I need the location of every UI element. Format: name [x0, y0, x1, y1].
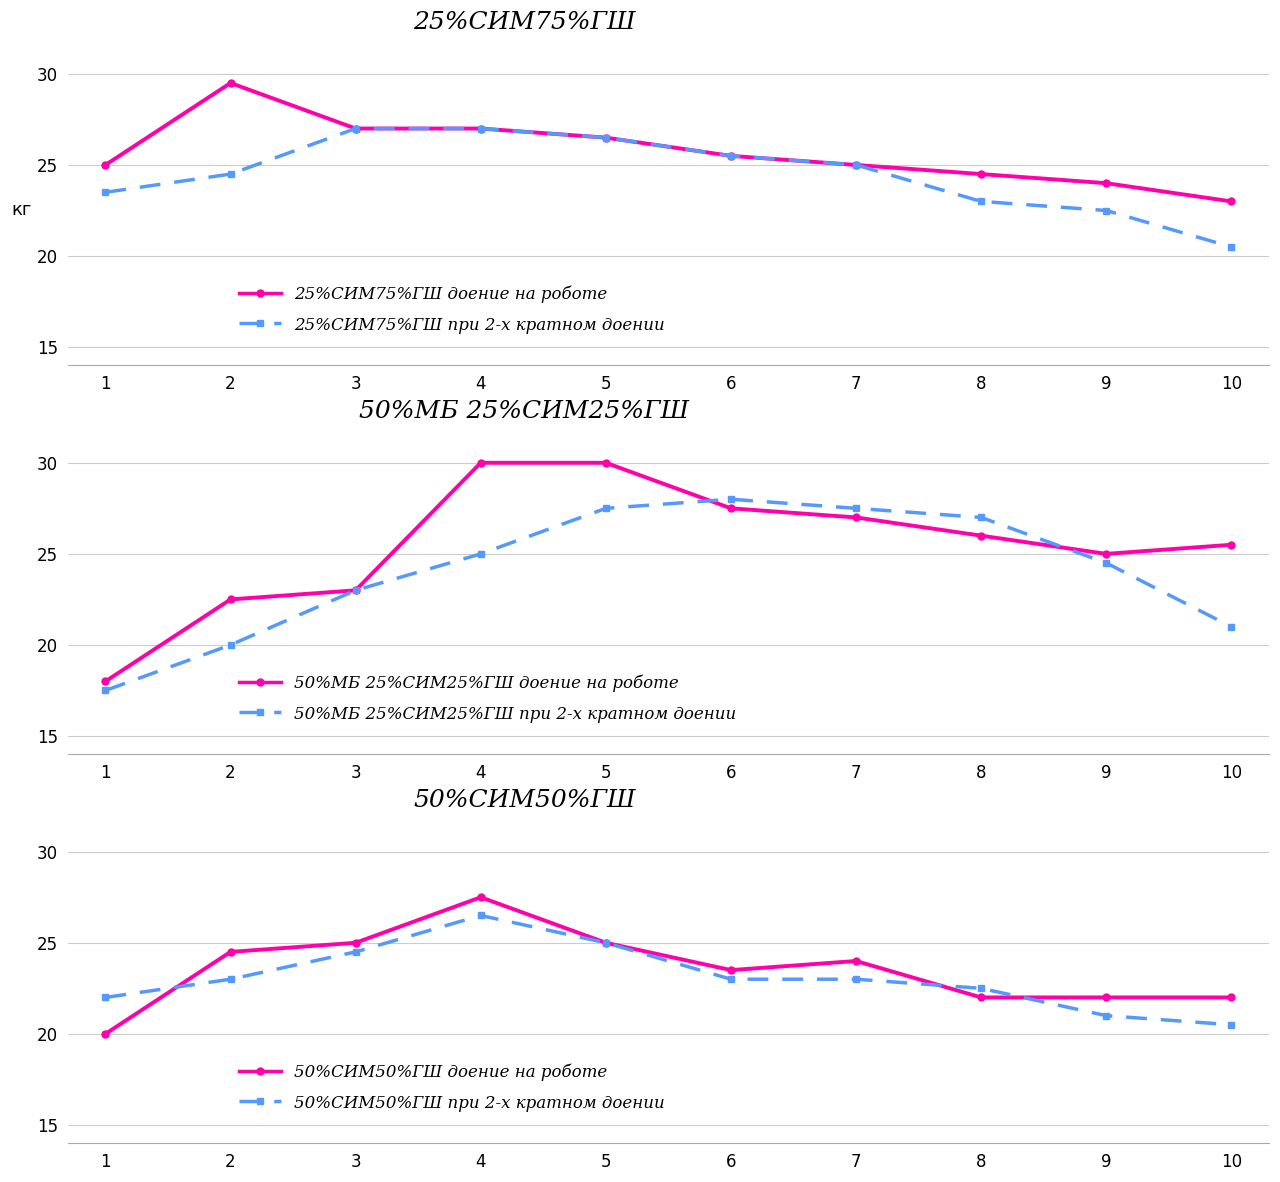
50%СИМ50%ГШ доение на роботе [974, 991, 989, 1005]
50%СИМ50%ГШ при 2-х кратном доении [598, 936, 613, 950]
50%МБ 25%СИМ25%ГШ доение на роботе [974, 528, 989, 543]
50%МБ 25%СИМ25%ГШ при 2-х кратном доении [723, 492, 739, 506]
50%СИМ50%ГШ при 2-х кратном доении [974, 981, 989, 995]
50%СИМ50%ГШ доение на роботе [849, 954, 864, 968]
50%МБ 25%СИМ25%ГШ при 2-х кратном доении [598, 501, 613, 515]
25%СИМ75%ГШ доение на роботе [1224, 194, 1239, 208]
25%СИМ75%ГШ при 2-х кратном доении [598, 130, 613, 144]
50%СИМ50%ГШ при 2-х кратном доении [474, 908, 489, 922]
50%МБ 25%СИМ25%ГШ доение на роботе [598, 456, 613, 470]
25%СИМ75%ГШ доение на роботе [723, 149, 739, 163]
25%СИМ75%ГШ при 2-х кратном доении [474, 122, 489, 136]
25%СИМ75%ГШ при 2-х кратном доении [849, 158, 864, 173]
50%СИМ50%ГШ доение на роботе [1098, 991, 1114, 1005]
25%СИМ75%ГШ при 2-х кратном доении [1224, 240, 1239, 254]
50%СИМ50%ГШ доение на роботе [723, 963, 739, 978]
50%МБ 25%СИМ25%ГШ доение на роботе [97, 674, 113, 688]
50%СИМ50%ГШ доение на роботе [97, 1027, 113, 1041]
25%СИМ75%ГШ при 2-х кратном доении [1098, 203, 1114, 217]
25%СИМ75%ГШ доение на роботе [97, 158, 113, 173]
50%СИМ50%ГШ доение на роботе [223, 944, 238, 959]
Legend: 25%СИМ75%ГШ доение на роботе, 25%СИМ75%ГШ при 2-х кратном доении: 25%СИМ75%ГШ доение на роботе, 25%СИМ75%Г… [233, 279, 672, 340]
Legend: 50%СИМ50%ГШ доение на роботе, 50%СИМ50%ГШ при 2-х кратном доении: 50%СИМ50%ГШ доение на роботе, 50%СИМ50%Г… [233, 1057, 672, 1118]
50%СИМ50%ГШ доение на роботе [1224, 991, 1239, 1005]
50%СИМ50%ГШ доение на роботе [348, 936, 364, 950]
50%МБ 25%СИМ25%ГШ доение на роботе [849, 511, 864, 525]
25%СИМ75%ГШ доение на роботе [1098, 176, 1114, 190]
50%СИМ50%ГШ при 2-х кратном доении [97, 991, 113, 1005]
50%СИМ50%ГШ при 2-х кратном доении [1224, 1018, 1239, 1032]
25%СИМ75%ГШ при 2-х кратном доении [97, 186, 113, 200]
25%СИМ75%ГШ доение на роботе [974, 167, 989, 181]
Line: 50%СИМ50%ГШ при 2-х кратном доении: 50%СИМ50%ГШ при 2-х кратном доении [102, 913, 1235, 1028]
25%СИМ75%ГШ доение на роботе [598, 130, 613, 144]
50%МБ 25%СИМ25%ГШ при 2-х кратном доении [974, 511, 989, 525]
Y-axis label: кг: кг [12, 201, 32, 220]
Title: 50%СИМ50%ГШ: 50%СИМ50%ГШ [413, 788, 635, 812]
25%СИМ75%ГШ доение на роботе [348, 122, 364, 136]
50%МБ 25%СИМ25%ГШ доение на роботе [348, 583, 364, 597]
Line: 50%МБ 25%СИМ25%ГШ при 2-х кратном доении: 50%МБ 25%СИМ25%ГШ при 2-х кратном доении [102, 495, 1235, 694]
50%МБ 25%СИМ25%ГШ при 2-х кратном доении [474, 547, 489, 561]
50%МБ 25%СИМ25%ГШ доение на роботе [1098, 547, 1114, 561]
50%МБ 25%СИМ25%ГШ при 2-х кратном доении [1098, 556, 1114, 570]
25%СИМ75%ГШ доение на роботе [849, 158, 864, 173]
50%МБ 25%СИМ25%ГШ при 2-х кратном доении [97, 683, 113, 697]
Title: 50%МБ 25%СИМ25%ГШ: 50%МБ 25%СИМ25%ГШ [360, 400, 689, 423]
Line: 25%СИМ75%ГШ доение на роботе: 25%СИМ75%ГШ доение на роботе [102, 79, 1235, 204]
25%СИМ75%ГШ доение на роботе [474, 122, 489, 136]
50%СИМ50%ГШ при 2-х кратном доении [348, 944, 364, 959]
50%МБ 25%СИМ25%ГШ при 2-х кратном доении [223, 638, 238, 652]
50%МБ 25%СИМ25%ГШ при 2-х кратном доении [849, 501, 864, 515]
50%СИМ50%ГШ при 2-х кратном доении [1098, 1008, 1114, 1022]
50%СИМ50%ГШ доение на роботе [474, 890, 489, 904]
50%СИМ50%ГШ при 2-х кратном доении [849, 972, 864, 986]
Line: 25%СИМ75%ГШ при 2-х кратном доении: 25%СИМ75%ГШ при 2-х кратном доении [102, 125, 1235, 251]
25%СИМ75%ГШ при 2-х кратном доении [723, 149, 739, 163]
50%МБ 25%СИМ25%ГШ при 2-х кратном доении [1224, 619, 1239, 634]
Legend: 50%МБ 25%СИМ25%ГШ доение на роботе, 50%МБ 25%СИМ25%ГШ при 2-х кратном доении: 50%МБ 25%СИМ25%ГШ доение на роботе, 50%М… [233, 668, 742, 729]
50%СИМ50%ГШ при 2-х кратном доении [723, 972, 739, 986]
50%СИМ50%ГШ при 2-х кратном доении [223, 972, 238, 986]
50%СИМ50%ГШ доение на роботе [598, 936, 613, 950]
50%МБ 25%СИМ25%ГШ при 2-х кратном доении [348, 583, 364, 597]
50%МБ 25%СИМ25%ГШ доение на роботе [474, 456, 489, 470]
25%СИМ75%ГШ доение на роботе [223, 76, 238, 90]
Line: 50%МБ 25%СИМ25%ГШ доение на роботе: 50%МБ 25%СИМ25%ГШ доение на роботе [102, 460, 1235, 684]
50%МБ 25%СИМ25%ГШ доение на роботе [723, 501, 739, 515]
50%МБ 25%СИМ25%ГШ доение на роботе [223, 592, 238, 606]
25%СИМ75%ГШ при 2-х кратном доении [974, 194, 989, 208]
50%МБ 25%СИМ25%ГШ доение на роботе [1224, 538, 1239, 552]
Line: 50%СИМ50%ГШ доение на роботе: 50%СИМ50%ГШ доение на роботе [102, 894, 1235, 1038]
Title: 25%СИМ75%ГШ: 25%СИМ75%ГШ [413, 11, 635, 34]
25%СИМ75%ГШ при 2-х кратном доении [348, 122, 364, 136]
25%СИМ75%ГШ при 2-х кратном доении [223, 167, 238, 181]
